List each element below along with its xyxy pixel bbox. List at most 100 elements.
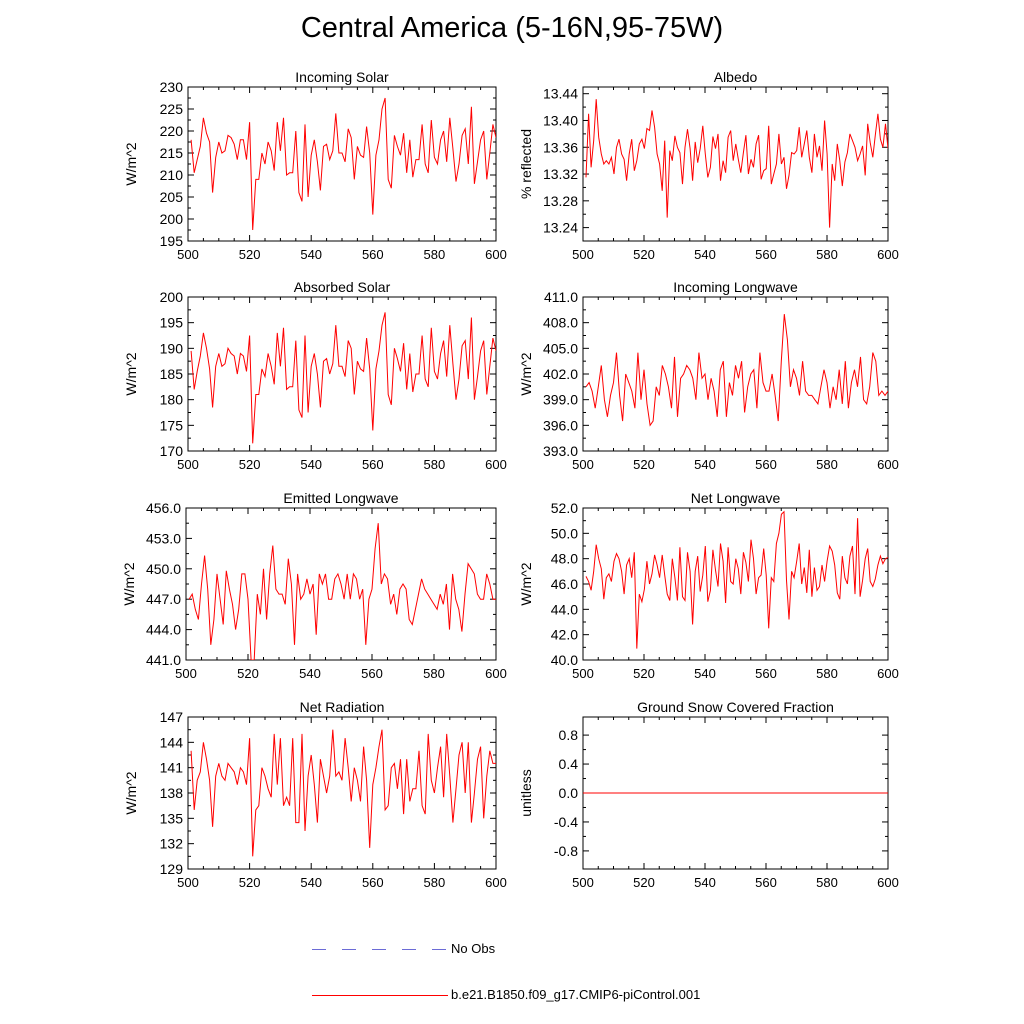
x-tick-label: 500 <box>572 875 594 890</box>
y-tick-label: -0.8 <box>554 843 578 859</box>
y-tick-label: 200 <box>160 211 184 227</box>
x-tick-label: 600 <box>485 247 507 262</box>
y-tick-label: 225 <box>160 101 184 117</box>
chart-title: Albedo <box>714 69 758 85</box>
chart-panel-absorbed-solar: Absorbed Solar W/m^2 500 520 540 560 580 600 170… <box>123 279 507 472</box>
x-tick-label: 600 <box>485 666 507 681</box>
x-tick-label: 540 <box>299 666 321 681</box>
y-axis-label: unitless <box>518 769 534 816</box>
y-tick-label: 170 <box>160 443 184 459</box>
y-tick-label: 215 <box>160 145 184 161</box>
y-tick-label: 48.0 <box>551 551 578 567</box>
x-tick-label: 520 <box>237 666 259 681</box>
y-tick-label: 450.0 <box>146 561 181 577</box>
chart-title: Net Radiation <box>300 699 385 715</box>
y-tick-label: 135 <box>160 810 184 826</box>
x-tick-label: 500 <box>572 247 594 262</box>
x-tick-label: 560 <box>755 457 777 472</box>
x-tick-label: 580 <box>816 666 838 681</box>
x-tick-label: 600 <box>877 457 899 472</box>
chart-title: Incoming Longwave <box>673 279 798 295</box>
x-tick-label: 560 <box>755 666 777 681</box>
y-tick-label: 13.28 <box>543 193 578 209</box>
chart-panel-ground-snow-covered-fraction: Ground Snow Covered Fraction unitless 500 5… <box>518 699 899 890</box>
y-tick-label: 0.4 <box>559 756 579 772</box>
y-tick-label: 13.32 <box>543 166 578 182</box>
y-tick-label: 447.0 <box>146 591 181 607</box>
y-tick-label: 456.0 <box>146 500 181 516</box>
y-tick-label: 205 <box>160 189 184 205</box>
y-tick-label: 402.0 <box>543 366 578 382</box>
y-tick-label: 13.36 <box>543 139 578 155</box>
y-tick-label: 42.0 <box>551 627 578 643</box>
y-tick-label: 52.0 <box>551 500 578 516</box>
x-tick-label: 580 <box>424 457 446 472</box>
y-tick-label: 0.0 <box>559 785 579 801</box>
y-tick-label: 411.0 <box>544 289 578 305</box>
series-line-net-radiation <box>190 729 496 857</box>
y-tick-label: 141 <box>160 760 184 776</box>
series-line-net-longwave <box>585 510 888 649</box>
y-tick-label: 175 <box>160 417 184 433</box>
y-axis-label: W/m^2 <box>123 142 139 185</box>
series-line-absorbed-solar <box>190 312 496 444</box>
y-tick-label: 185 <box>160 366 184 382</box>
chart-title: Absorbed Solar <box>294 279 391 295</box>
y-tick-label: 190 <box>160 340 184 356</box>
y-tick-label: 180 <box>160 392 184 408</box>
y-tick-label: 441.0 <box>146 652 181 668</box>
x-tick-label: 540 <box>300 875 322 890</box>
plot-frame <box>187 296 497 452</box>
x-tick-label: 560 <box>361 666 383 681</box>
x-tick-label: 520 <box>239 457 261 472</box>
y-tick-label: 138 <box>160 785 184 801</box>
y-axis-label: W/m^2 <box>121 562 137 605</box>
x-tick-label: 520 <box>633 247 655 262</box>
x-tick-label: 580 <box>423 666 445 681</box>
chart-panel-incoming-longwave: Incoming Longwave W/m^2 500 520 540 560 580 600… <box>518 279 899 472</box>
plot-frame <box>187 86 497 242</box>
y-tick-label: 405.0 <box>543 340 578 356</box>
y-tick-label: 129 <box>160 861 184 877</box>
x-tick-label: 500 <box>175 666 197 681</box>
y-axis-label: W/m^2 <box>123 352 139 395</box>
x-tick-label: 600 <box>877 666 899 681</box>
x-tick-label: 560 <box>362 457 384 472</box>
x-tick-label: 540 <box>300 247 322 262</box>
chart-panel-emitted-longwave: Emitted Longwave W/m^2 500 520 540 560 580 600 4… <box>121 490 507 681</box>
x-tick-label: 500 <box>177 875 199 890</box>
x-tick-label: 580 <box>816 875 838 890</box>
y-tick-label: 147 <box>160 709 184 725</box>
y-tick-label: 396.0 <box>543 417 578 433</box>
y-tick-label: 144 <box>160 734 184 750</box>
y-tick-label: 132 <box>160 836 184 852</box>
x-tick-label: 560 <box>755 247 777 262</box>
x-tick-label: 540 <box>300 457 322 472</box>
y-tick-label: 210 <box>160 167 184 183</box>
chart-title: Net Longwave <box>691 490 781 506</box>
x-tick-label: 560 <box>755 875 777 890</box>
y-tick-label: 220 <box>160 123 184 139</box>
chart-panel-net-longwave: Net Longwave W/m^2 500 520 540 560 580 600 40.0 4… <box>518 490 899 681</box>
y-tick-label: 0.8 <box>559 727 579 743</box>
chart-title: Emitted Longwave <box>283 490 398 506</box>
series-line-emitted-longwave <box>188 523 496 660</box>
y-axis-label: W/m^2 <box>518 352 534 395</box>
x-tick-label: 580 <box>816 247 838 262</box>
y-tick-label: 44.0 <box>551 601 578 617</box>
y-tick-label: -0.4 <box>554 814 578 830</box>
y-tick-label: 13.40 <box>543 112 578 128</box>
plot-frame <box>582 296 889 452</box>
y-axis-label: W/m^2 <box>123 771 139 814</box>
y-tick-label: 444.0 <box>146 622 181 638</box>
series-line-incoming-solar <box>190 97 496 231</box>
x-tick-label: 600 <box>877 247 899 262</box>
plot-frame <box>582 507 889 661</box>
y-tick-label: 399.0 <box>543 392 578 408</box>
page-title: Central America (5-16N,95-75W) <box>300 12 724 44</box>
x-tick-label: 540 <box>694 875 716 890</box>
x-tick-label: 540 <box>694 457 716 472</box>
x-tick-label: 580 <box>424 247 446 262</box>
y-tick-label: 40.0 <box>551 652 578 668</box>
y-axis-label: W/m^2 <box>518 562 534 605</box>
